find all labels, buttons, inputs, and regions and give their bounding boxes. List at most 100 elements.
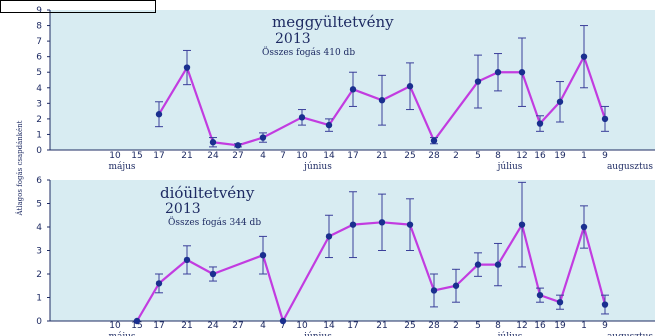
chart-subtitle: Összes fogás 344 db xyxy=(168,216,261,228)
data-point xyxy=(430,287,438,294)
x-tick-label: 27 xyxy=(232,151,243,161)
data-point xyxy=(494,69,502,76)
data-point xyxy=(183,64,191,71)
y-tick-label: 5 xyxy=(36,68,42,78)
data-point xyxy=(518,69,526,76)
x-tick-label: 16 xyxy=(534,151,546,161)
month-label: június xyxy=(303,331,332,336)
x-tick-label: 2 xyxy=(453,321,459,331)
data-point xyxy=(601,115,609,123)
data-point xyxy=(452,282,460,289)
data-point xyxy=(234,142,242,149)
y-tick-label: 0 xyxy=(36,317,42,327)
x-tick-label: 15 xyxy=(131,321,142,331)
x-tick-label: 10 xyxy=(296,151,308,161)
x-tick-label: 24 xyxy=(207,151,219,161)
data-point xyxy=(155,280,163,287)
x-tick-label: 7 xyxy=(280,321,286,331)
x-tick-label: 1 xyxy=(581,151,587,161)
x-tick-label: 5 xyxy=(475,151,481,161)
x-tick-label: 9 xyxy=(602,321,608,331)
y-tick-label: 0 xyxy=(36,146,42,156)
y-tick-label: 3 xyxy=(36,99,42,109)
month-label: július xyxy=(497,161,523,172)
x-tick-label: 24 xyxy=(207,321,219,331)
data-point xyxy=(349,86,357,93)
data-point xyxy=(349,221,357,228)
data-point xyxy=(474,261,482,268)
y-tick-label: 4 xyxy=(36,84,42,94)
x-tick-label: 12 xyxy=(516,151,527,161)
x-tick-label: 25 xyxy=(404,151,415,161)
x-tick-label: 10 xyxy=(296,321,308,331)
x-tick-label: 28 xyxy=(428,321,440,331)
x-tick-label: 7 xyxy=(280,151,286,161)
data-point xyxy=(518,221,526,228)
y-tick-label: 1 xyxy=(36,130,42,140)
month-label: augusztus xyxy=(607,332,653,336)
data-point xyxy=(556,299,564,306)
data-point xyxy=(259,134,267,141)
chart-title: dióültetvény xyxy=(160,184,255,202)
data-point xyxy=(155,111,163,118)
x-tick-label: 17 xyxy=(153,321,164,331)
data-point xyxy=(536,291,544,299)
x-tick-label: 17 xyxy=(153,151,164,161)
data-point xyxy=(494,261,502,268)
data-point xyxy=(133,317,141,325)
month-label: június xyxy=(303,161,332,172)
x-tick-label: 27 xyxy=(232,321,243,331)
x-tick-label: 21 xyxy=(181,321,192,331)
x-tick-label: 21 xyxy=(376,151,387,161)
y-axis-label: Átlagos fogás csapdánként xyxy=(15,120,24,216)
x-tick-label: 21 xyxy=(181,151,192,161)
month-label: július xyxy=(497,331,523,336)
x-tick-label: 5 xyxy=(475,321,481,331)
data-point xyxy=(474,78,482,85)
chart-title: meggyültetvény xyxy=(272,13,394,31)
data-point xyxy=(279,317,287,325)
x-tick-label: 1 xyxy=(581,321,587,331)
y-tick-label: 6 xyxy=(36,176,42,186)
data-point xyxy=(406,221,414,228)
x-tick-label: 17 xyxy=(347,321,358,331)
data-point xyxy=(209,139,217,146)
y-tick-label: 9 xyxy=(36,6,42,16)
x-tick-label: 2 xyxy=(453,151,459,161)
month-label: május xyxy=(108,331,135,336)
data-point xyxy=(298,114,306,121)
x-tick-label: 4 xyxy=(260,321,266,331)
data-point xyxy=(259,252,267,259)
x-tick-label: 8 xyxy=(495,321,501,331)
month-label: augusztus xyxy=(607,162,653,172)
x-tick-label: 10 xyxy=(109,321,121,331)
x-tick-label: 10 xyxy=(109,151,121,161)
chart-subtitle: Összes fogás 410 db xyxy=(262,46,355,58)
y-tick-label: 8 xyxy=(36,22,42,32)
data-point xyxy=(430,137,438,144)
data-point xyxy=(378,219,386,226)
x-tick-label: 17 xyxy=(347,151,358,161)
x-tick-label: 19 xyxy=(554,151,566,161)
x-tick-label: 16 xyxy=(534,321,546,331)
data-point xyxy=(580,223,588,231)
x-tick-label: 4 xyxy=(260,151,266,161)
data-point xyxy=(209,270,217,278)
x-tick-label: 8 xyxy=(495,151,501,161)
x-tick-label: 15 xyxy=(131,151,142,161)
x-tick-label: 28 xyxy=(428,151,440,161)
data-point xyxy=(325,233,333,240)
x-tick-label: 12 xyxy=(516,321,527,331)
y-tick-label: 5 xyxy=(36,200,42,210)
data-point xyxy=(325,121,333,129)
corner-frame xyxy=(0,0,156,13)
y-tick-label: 4 xyxy=(36,223,42,233)
x-tick-label: 25 xyxy=(404,321,415,331)
series-line xyxy=(158,55,607,147)
data-point xyxy=(183,256,191,264)
x-tick-label: 9 xyxy=(602,151,608,161)
